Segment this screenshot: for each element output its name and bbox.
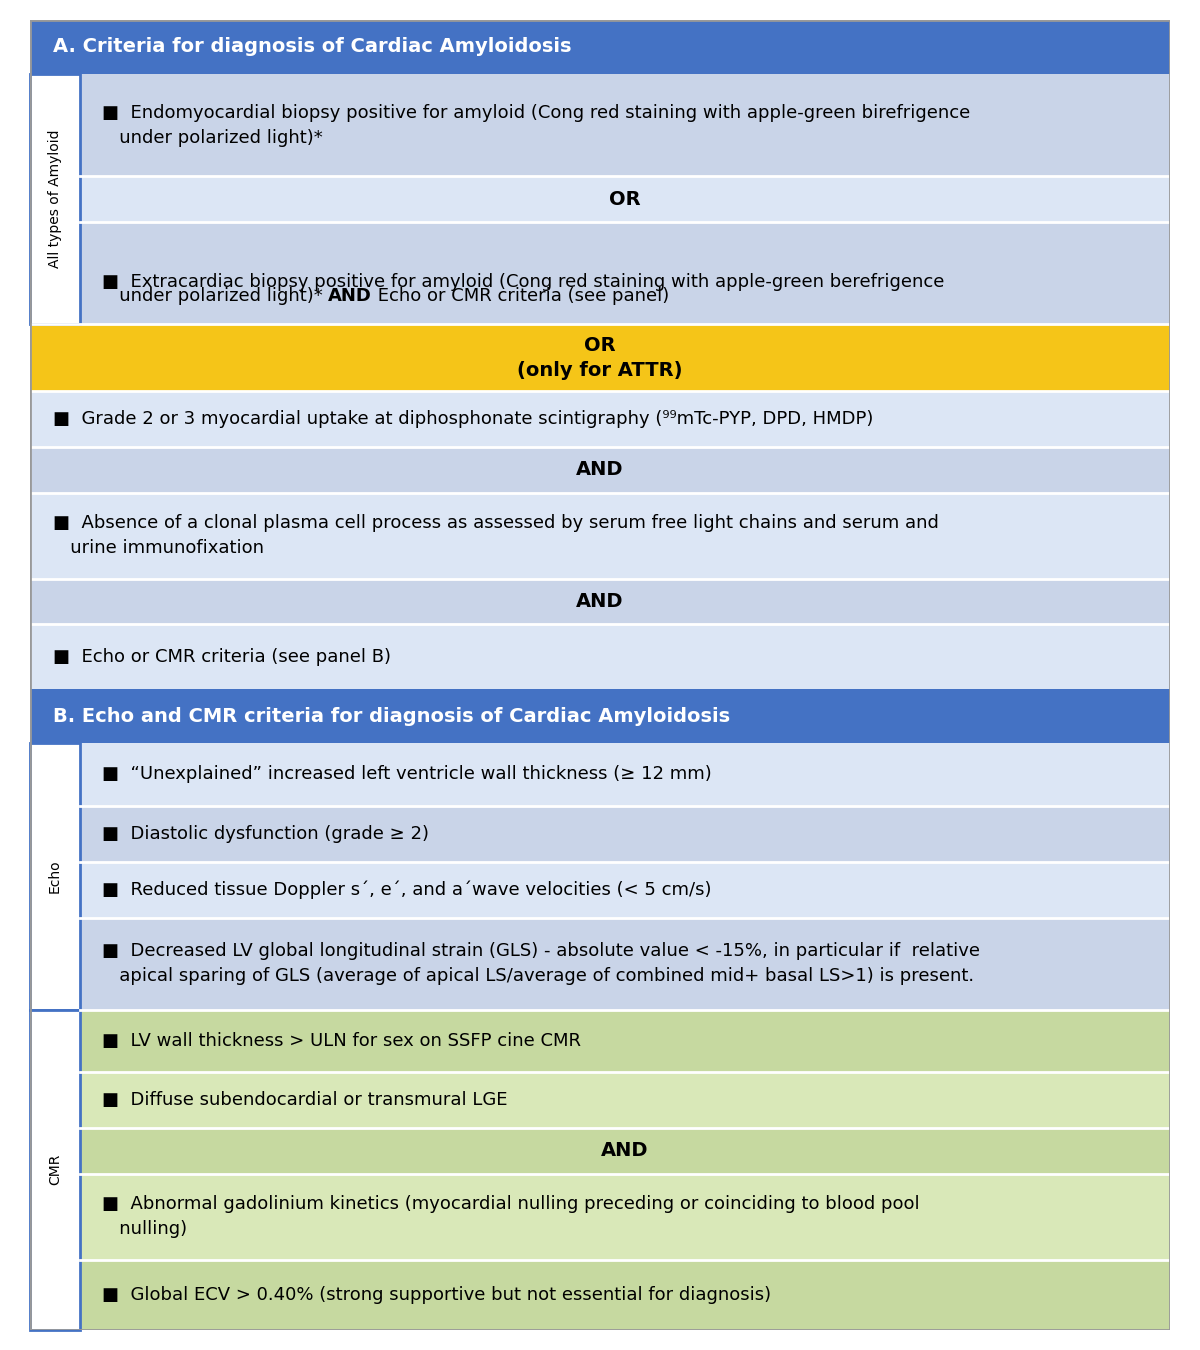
- Text: ■  Reduced tissue Doppler s´, e´, and a´wave velocities (< 5 cm/s): ■ Reduced tissue Doppler s´, e´, and a´w…: [102, 880, 712, 899]
- Text: Echo or CMR criteria (see panel): Echo or CMR criteria (see panel): [372, 286, 670, 305]
- Text: ■  Echo or CMR criteria (see panel B): ■ Echo or CMR criteria (see panel B): [53, 648, 391, 666]
- Text: ■  Diffuse subendocardial or transmural LGE: ■ Diffuse subendocardial or transmural L…: [102, 1091, 508, 1110]
- Text: AND: AND: [576, 593, 624, 612]
- Text: AND: AND: [329, 286, 372, 305]
- Text: OR: OR: [610, 189, 641, 209]
- Text: B. Echo and CMR criteria for diagnosis of Cardiac Amyloidosis: B. Echo and CMR criteria for diagnosis o…: [53, 706, 730, 725]
- Text: under polarized light)*: under polarized light)*: [102, 286, 329, 305]
- Text: ■  Grade 2 or 3 myocardial uptake at diphosphonate scintigraphy (⁹⁹mTc-PYP, DPD,: ■ Grade 2 or 3 myocardial uptake at diph…: [53, 410, 874, 428]
- Text: AND: AND: [601, 1141, 649, 1161]
- Text: ■  LV wall thickness > ULN for sex on SSFP cine CMR: ■ LV wall thickness > ULN for sex on SSF…: [102, 1031, 581, 1050]
- Text: ■  Decreased LV global longitudinal strain (GLS) - absolute value < -15%, in par: ■ Decreased LV global longitudinal strai…: [102, 942, 979, 986]
- Text: AND: AND: [576, 460, 624, 479]
- Text: CMR: CMR: [48, 1154, 62, 1185]
- Text: All types of Amyloid: All types of Amyloid: [48, 130, 62, 269]
- Text: Echo: Echo: [48, 860, 62, 894]
- Text: ■  Endomyocardial biopsy positive for amyloid (Cong red staining with apple-gree: ■ Endomyocardial biopsy positive for amy…: [102, 104, 970, 147]
- Text: ■  Absence of a clonal plasma cell process as assessed by serum free light chain: ■ Absence of a clonal plasma cell proces…: [53, 514, 938, 558]
- Text: OR
(only for ATTR): OR (only for ATTR): [517, 336, 683, 379]
- Text: ■  Global ECV > 0.40% (strong supportive but not essential for diagnosis): ■ Global ECV > 0.40% (strong supportive …: [102, 1287, 770, 1304]
- Text: ■  Extracardiac biopsy positive for amyloid (Cong red staining with apple-green : ■ Extracardiac biopsy positive for amylo…: [102, 273, 944, 292]
- Text: A. Criteria for diagnosis of Cardiac Amyloidosis: A. Criteria for diagnosis of Cardiac Amy…: [53, 38, 571, 57]
- Text: ■  “Unexplained” increased left ventricle wall thickness (≥ 12 mm): ■ “Unexplained” increased left ventricle…: [102, 765, 712, 783]
- Text: ■  Diastolic dysfunction (grade ≥ 2): ■ Diastolic dysfunction (grade ≥ 2): [102, 825, 428, 842]
- Text: ■  Abnormal gadolinium kinetics (myocardial nulling preceding or coinciding to b: ■ Abnormal gadolinium kinetics (myocardi…: [102, 1195, 919, 1238]
